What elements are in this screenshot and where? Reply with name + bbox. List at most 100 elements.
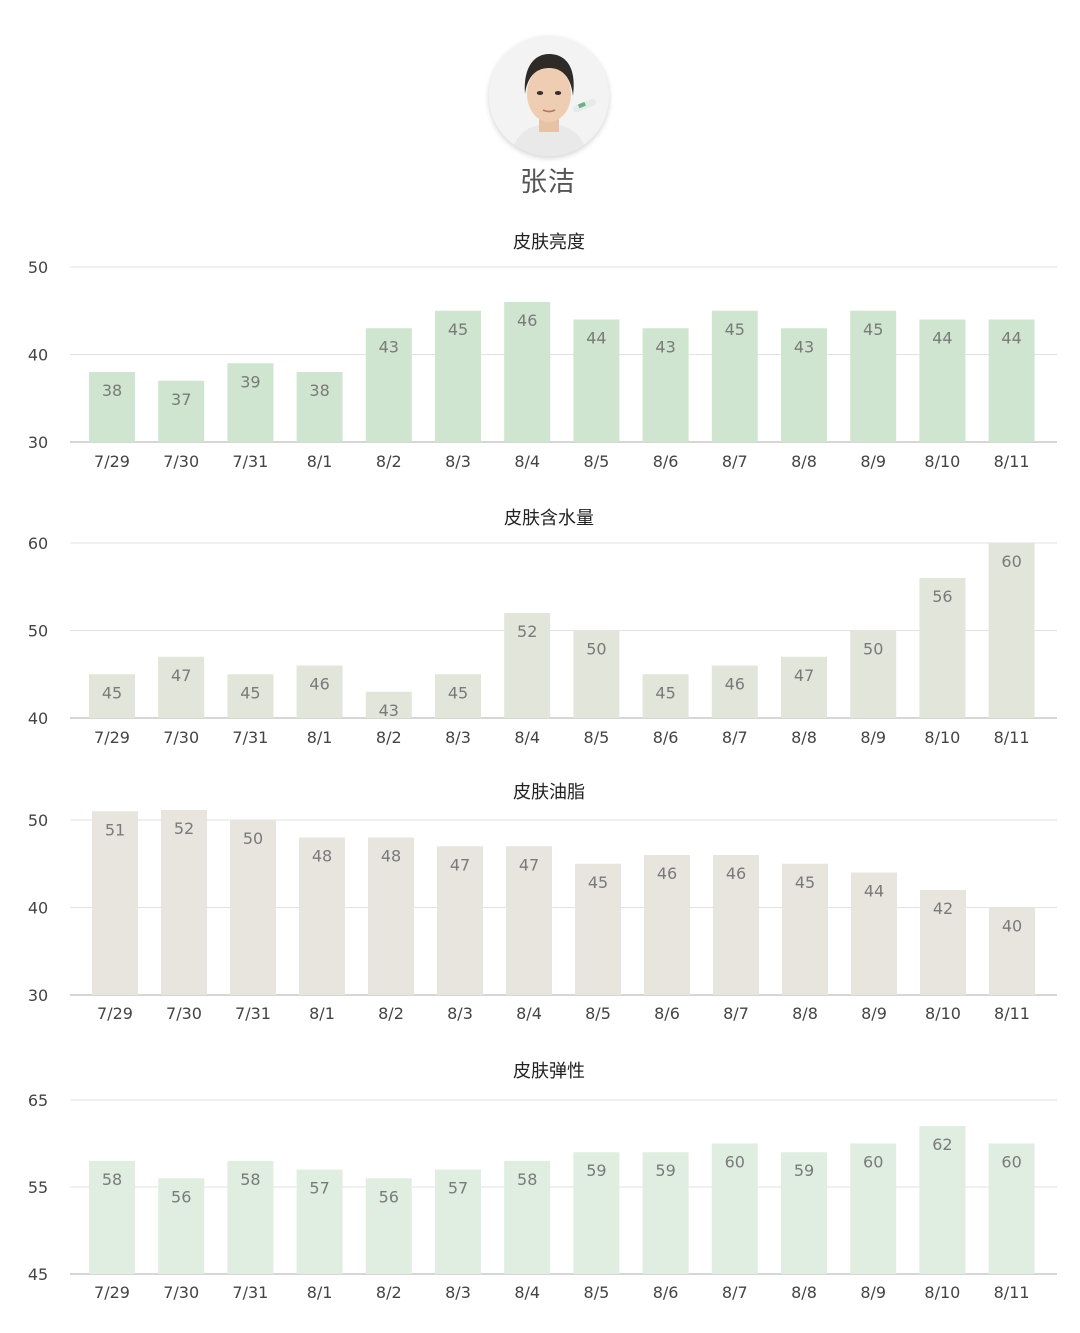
bar [365, 328, 412, 442]
x-tick-label: 8/5 [584, 452, 610, 471]
x-tick-label: 8/10 [924, 728, 960, 747]
x-tick-label: 8/6 [654, 1004, 680, 1023]
bar [919, 319, 966, 442]
chart-skin-moisture: 皮肤含水量 40 50 60 45 7/29 47 7/30 45 7/31 46 8/1 43 8/2 4… [0, 500, 1080, 752]
chart-title: 皮肤弹性 [513, 1061, 585, 1082]
x-tick-label: 8/11 [994, 452, 1030, 471]
person-name: 张洁 [520, 167, 576, 198]
chart-skin-oil: 皮肤油脂 30 40 50 51 7/29 52 7/30 50 7/31 48 8/1 48 8/2 47… [0, 774, 1080, 1028]
bar [365, 1178, 412, 1274]
x-tick-label: 8/9 [861, 1004, 887, 1023]
bar [573, 630, 620, 718]
x-tick-label: 8/1 [307, 452, 333, 471]
bar [642, 1152, 689, 1274]
bar [850, 1143, 897, 1274]
x-tick-label: 8/8 [792, 1004, 818, 1023]
bar [781, 656, 827, 718]
data-label: 40 [1002, 917, 1022, 936]
bar [89, 674, 135, 718]
bar [506, 846, 552, 995]
bar [711, 310, 758, 442]
bar [711, 1143, 758, 1274]
bar [296, 372, 343, 442]
data-label: 60 [725, 1153, 745, 1172]
bar [227, 363, 274, 442]
data-label: 47 [519, 855, 539, 874]
data-label: 43 [794, 337, 814, 356]
chart-title: 皮肤油脂 [513, 782, 585, 803]
x-tick-label: 8/9 [860, 1283, 886, 1302]
data-label: 45 [448, 683, 468, 702]
x-tick-label: 8/7 [722, 728, 748, 747]
bar [711, 665, 758, 718]
bar [642, 328, 689, 442]
data-label: 44 [864, 882, 884, 901]
y-tick-label: 40 [28, 899, 48, 918]
x-tick-label: 7/30 [163, 1283, 199, 1302]
x-tick-label: 7/30 [166, 1004, 202, 1023]
bar [782, 863, 828, 995]
chart-skin-brightness: 皮肤亮度 30 40 50 38 7/29 37 7/30 39 7/31 38 8/1 43 8/2 45… [0, 224, 1080, 476]
x-tick-label: 7/29 [94, 452, 130, 471]
x-tick-label: 8/10 [925, 1004, 961, 1023]
x-tick-label: 8/4 [514, 1283, 540, 1302]
data-label: 56 [379, 1187, 399, 1206]
data-label: 59 [586, 1161, 606, 1180]
y-tick-label: 65 [28, 1091, 48, 1110]
x-tick-label: 8/4 [514, 452, 540, 471]
bar [575, 863, 621, 995]
bar [504, 302, 551, 442]
bar [435, 674, 481, 718]
bar [161, 810, 207, 995]
bar [296, 1169, 343, 1274]
x-tick-label: 8/1 [307, 1283, 333, 1302]
x-tick-label: 8/2 [376, 728, 402, 747]
bar [920, 890, 966, 995]
data-label: 46 [309, 675, 329, 694]
bar [296, 665, 343, 718]
y-tick-label: 30 [28, 986, 48, 1005]
data-label: 48 [381, 847, 401, 866]
data-label: 52 [517, 622, 537, 641]
bar [989, 907, 1035, 995]
x-tick-label: 8/8 [791, 1283, 817, 1302]
data-label: 57 [448, 1179, 468, 1198]
chart-skin-elasticity: 皮肤弹性 45 55 65 58 7/29 56 7/30 58 7/31 57 8/1 56 8/2 57… [0, 1052, 1080, 1308]
x-tick-label: 7/31 [235, 1004, 271, 1023]
data-label: 56 [171, 1187, 191, 1206]
data-label: 43 [379, 337, 399, 356]
bar [919, 1126, 966, 1274]
x-tick-label: 8/3 [447, 1004, 473, 1023]
bar [644, 855, 690, 995]
x-tick-label: 8/9 [860, 728, 886, 747]
bar [230, 820, 276, 995]
y-tick-label: 40 [28, 709, 48, 728]
chart-title: 皮肤含水量 [504, 508, 594, 529]
data-label: 60 [863, 1153, 883, 1172]
y-tick-label: 50 [28, 622, 48, 641]
x-tick-label: 7/29 [94, 728, 130, 747]
data-label: 52 [174, 819, 194, 838]
y-tick-label: 50 [28, 258, 48, 277]
x-tick-label: 8/7 [722, 1283, 748, 1302]
data-label: 47 [450, 855, 470, 874]
x-tick-label: 8/4 [514, 728, 540, 747]
bar [781, 328, 827, 442]
data-label: 44 [586, 329, 606, 348]
avatar [489, 36, 609, 156]
bar [158, 1178, 205, 1274]
x-tick-label: 7/31 [232, 1283, 268, 1302]
data-label: 38 [309, 381, 329, 400]
x-tick-label: 8/10 [924, 452, 960, 471]
y-tick-label: 50 [28, 811, 48, 830]
x-tick-label: 7/31 [232, 728, 268, 747]
bar [368, 837, 414, 995]
y-tick-label: 30 [28, 433, 48, 452]
x-tick-label: 8/8 [791, 452, 817, 471]
data-label: 42 [933, 899, 953, 918]
data-label: 45 [795, 873, 815, 892]
data-label: 50 [243, 829, 263, 848]
bar [919, 578, 966, 718]
x-tick-label: 7/31 [232, 452, 268, 471]
x-tick-label: 8/9 [860, 452, 886, 471]
